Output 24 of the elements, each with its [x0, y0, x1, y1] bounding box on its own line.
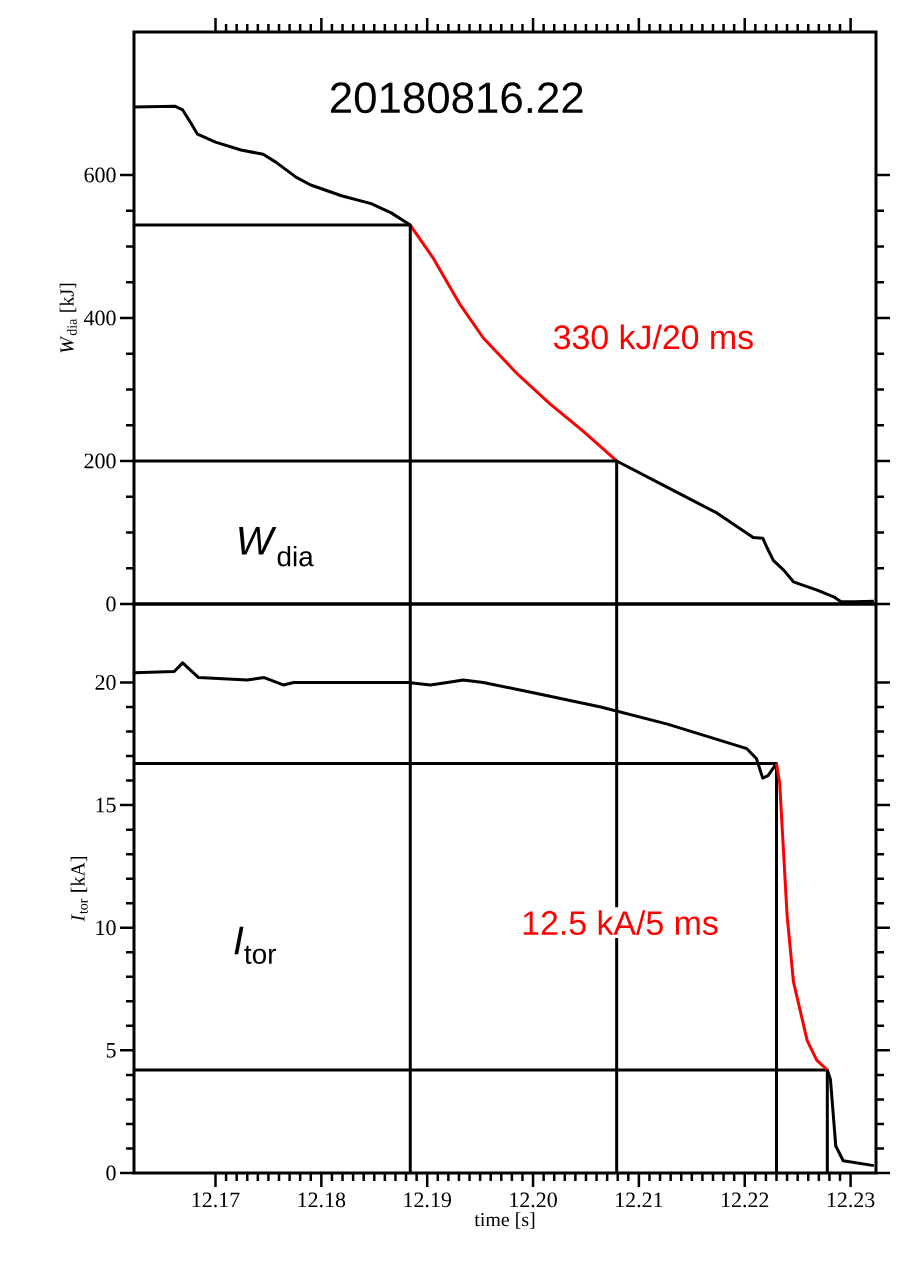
y-tick-label: 15 — [96, 797, 116, 813]
x-tick-label: 12.23 — [827, 1192, 875, 1208]
text: 20180816.22 — [330, 82, 583, 114]
y-tick-label: 0 — [106, 1165, 116, 1181]
y-axis-title: I$_{tor}$ [kA] — [70, 856, 88, 922]
y-tick-label: 0 — [106, 596, 116, 612]
x-axis-title: time [s] — [474, 1212, 535, 1229]
y-axis-title: W$_{dia}$ [kJ] — [59, 283, 77, 353]
x-tick-label: 12.18 — [298, 1192, 346, 1208]
x-tick-label: 12.19 — [404, 1192, 451, 1208]
annotation: 12.5 kA/5 ms — [523, 910, 718, 936]
annotation: 330 kJ/20 ms — [553, 324, 753, 350]
y-tick-label: 400 — [84, 310, 116, 326]
annotation: I$_{tor}$ — [234, 926, 277, 964]
x-tick-label: 12.22 — [722, 1192, 769, 1208]
x-tick-label: 12.17 — [192, 1192, 240, 1208]
y-tick-label: 20 — [95, 675, 116, 690]
y-tick-label: 200 — [84, 453, 116, 469]
y-tick-label: 10 — [96, 920, 116, 936]
x-tick-label: 12.21 — [616, 1192, 663, 1208]
annotation: W$_{dia}$ — [239, 527, 314, 567]
y-tick-label: 5 — [106, 1043, 116, 1058]
x-tick-label: 12.20 — [510, 1192, 557, 1208]
y-tick-label: 600 — [84, 167, 116, 183]
